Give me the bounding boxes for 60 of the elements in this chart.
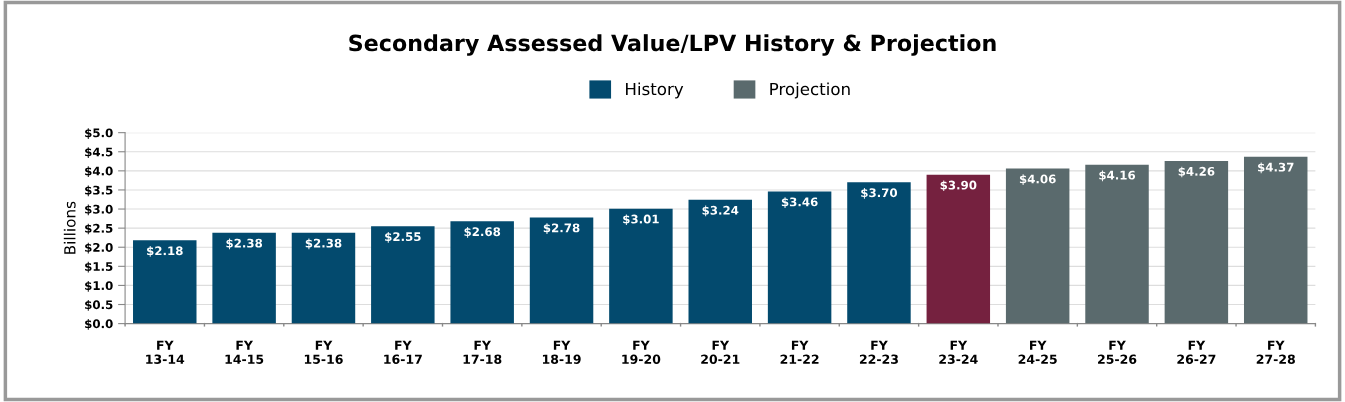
x-tick-label: FY 26-27 xyxy=(1177,340,1216,364)
data-label: $2.18 xyxy=(147,246,183,257)
bar xyxy=(212,232,276,324)
y-tick-label: $3.5 xyxy=(85,185,113,197)
x-tick-label: FY 27-28 xyxy=(1256,340,1295,364)
data-label: $4.26 xyxy=(1178,166,1215,178)
y-tick-label: $5.0 xyxy=(85,128,113,139)
bar xyxy=(1164,160,1229,324)
data-label: $2.38 xyxy=(305,238,342,250)
data-label: $4.06 xyxy=(1019,174,1056,186)
data-label: $2.38 xyxy=(226,238,263,250)
y-tick-label: $1.5 xyxy=(85,261,113,273)
data-label: $3.46 xyxy=(781,197,818,208)
y-tick-label: $4.0 xyxy=(85,166,113,178)
legend-label: Projection xyxy=(770,82,850,99)
y-tick-label: $2.0 xyxy=(85,242,113,254)
data-label: $2.78 xyxy=(543,223,580,234)
x-tick-label: FY 13-14 xyxy=(146,340,185,364)
x-tick-label: FY 22-23 xyxy=(859,340,898,364)
data-label: $4.16 xyxy=(1099,170,1136,182)
x-tick-label: FY 23-24 xyxy=(939,340,978,364)
x-tick-label: FY 15-16 xyxy=(304,340,343,364)
y-tick-label: $4.5 xyxy=(85,147,113,158)
bar xyxy=(847,182,911,324)
x-tick-label: FY 20-21 xyxy=(701,340,740,364)
bar xyxy=(609,208,673,324)
bar xyxy=(291,232,356,324)
bar xyxy=(1243,156,1308,324)
data-label: $3.90 xyxy=(940,180,977,192)
data-label: $3.70 xyxy=(861,188,898,199)
x-tick-label: FY 19-20 xyxy=(622,340,661,364)
data-label: $2.55 xyxy=(385,231,421,243)
bar xyxy=(1005,168,1070,324)
x-tick-label: FY 25-26 xyxy=(1098,340,1137,364)
bar xyxy=(371,226,435,324)
bar xyxy=(688,199,752,324)
data-label: $3.01 xyxy=(623,214,659,226)
bar xyxy=(1085,164,1149,324)
legend-label: History xyxy=(626,82,684,99)
x-tick-label: FY 24-25 xyxy=(1018,340,1057,364)
data-label: $3.24 xyxy=(702,205,739,217)
y-tick-label: $3.0 xyxy=(85,204,113,216)
data-label: $4.37 xyxy=(1257,162,1294,174)
y-tick-label: $0.5 xyxy=(85,300,113,311)
bar xyxy=(450,221,514,324)
x-tick-label: FY 17-18 xyxy=(463,340,502,364)
data-label: $2.68 xyxy=(464,227,501,238)
x-tick-label: FY 16-17 xyxy=(384,340,422,364)
x-tick-label: FY 18-19 xyxy=(542,340,581,364)
y-tick-label: $2.5 xyxy=(85,223,113,235)
bar xyxy=(529,217,594,324)
bar xyxy=(133,240,197,324)
y-axis-title: Billions xyxy=(63,201,76,254)
y-tick-label: $1.0 xyxy=(85,280,113,292)
bar xyxy=(926,174,991,324)
chart-title: Secondary Assessed Value/LPV History & Projection xyxy=(349,34,996,56)
bar xyxy=(767,191,832,324)
x-tick-label: FY 14-15 xyxy=(225,340,264,364)
y-tick-label: $0.0 xyxy=(85,319,113,330)
x-tick-label: FY 21-22 xyxy=(780,340,819,364)
